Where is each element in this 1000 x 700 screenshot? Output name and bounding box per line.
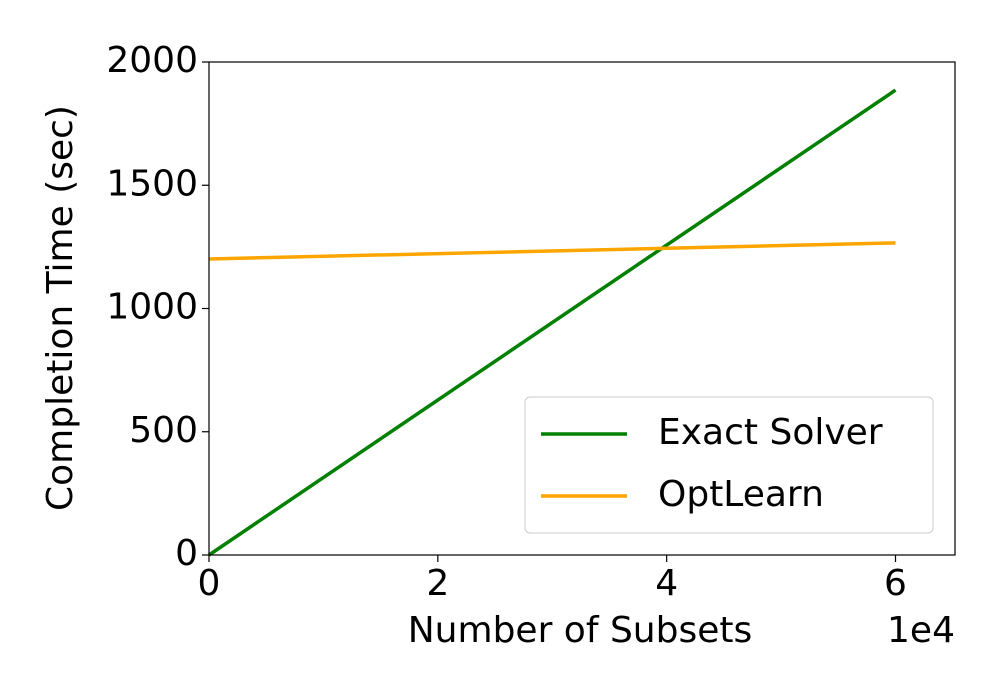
x-tick-label: 2: [426, 563, 449, 604]
x-tick-label: 0: [198, 563, 221, 604]
y-axis-label: Completion Time (sec): [40, 105, 81, 511]
series-line: [208, 88, 897, 557]
x-offset-label: 1e4: [887, 610, 955, 651]
x-tick-label: 4: [655, 563, 678, 604]
y-tick-label: 1500: [106, 163, 198, 204]
y-tick-label: 500: [129, 410, 198, 451]
x-tick-label: 6: [884, 563, 907, 604]
series-line: [208, 241, 896, 261]
y-tick-label: 1000: [106, 287, 198, 328]
x-axis-label: Number of Subsets: [408, 610, 753, 651]
legend-label: Exact Solver: [658, 412, 883, 453]
legend-label: OptLearn: [658, 474, 824, 515]
legend-box: [524, 396, 934, 534]
y-tick-label: 2000: [106, 40, 198, 81]
y-tick-label: 0: [175, 533, 198, 574]
plot-frame: [208, 61, 956, 556]
